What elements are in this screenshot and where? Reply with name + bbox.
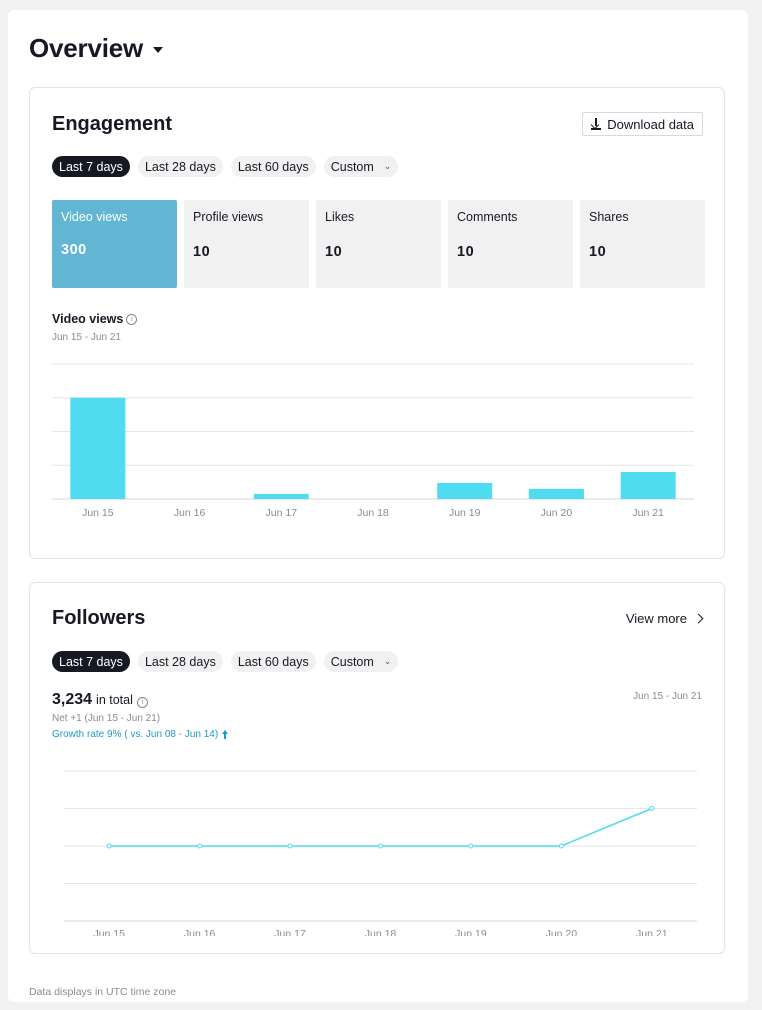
metric-label: Comments (457, 210, 518, 224)
engagement-card: Engagement Download data Last 7 days Las… (29, 87, 725, 559)
followers-net: Net +1 (Jun 15 - Jun 21) (52, 713, 161, 724)
view-more-link[interactable]: View more (625, 611, 704, 626)
followers-range-last-60-days[interactable]: Last 60 days (230, 651, 316, 672)
chevron-down-icon: ⌄ (383, 656, 392, 666)
metric-label: Likes (325, 210, 355, 224)
metric-video-views[interactable]: Video views 300 (52, 200, 177, 288)
bar-jun-21 (620, 472, 676, 499)
metric-tiles: Video views 300 Profile views 10 Likes 1… (52, 200, 705, 288)
range-label: Last 60 days (237, 654, 309, 669)
followers-date-range: Jun 15 - Jun 21 (633, 691, 702, 702)
overview-dropdown[interactable]: Overview (29, 32, 164, 64)
chevron-right-icon (693, 613, 704, 624)
point-jun-20 (558, 843, 564, 849)
range-label: Custom (330, 654, 374, 669)
x-tick-label: Jun 16 (174, 507, 206, 519)
bar-jun-19 (437, 482, 493, 499)
bar-jun-20 (528, 488, 584, 499)
followers-range-last-28-days[interactable]: Last 28 days (137, 651, 223, 672)
range-label: Last 60 days (237, 159, 309, 174)
download-data-button[interactable]: Download data (582, 112, 703, 136)
bar-jun-17 (253, 493, 309, 499)
view-more-label: View more (625, 611, 687, 626)
followers-range-selector: Last 7 days Last 28 days Last 60 days Cu… (52, 651, 399, 672)
metric-value: 10 (457, 244, 475, 260)
x-tick-label: Jun 21 (636, 928, 668, 936)
arrow-up-icon (222, 730, 229, 739)
followers-total-value: 3,234 (52, 691, 93, 708)
x-tick-label: Jun 15 (82, 507, 114, 519)
range-label: Last 7 days (59, 159, 123, 174)
page-title: Overview (29, 32, 144, 63)
followers-title: Followers (52, 607, 146, 629)
metric-likes[interactable]: Likes 10 (316, 200, 441, 288)
metric-value: 300 (61, 242, 87, 258)
metric-comments[interactable]: Comments 10 (448, 200, 573, 288)
x-tick-label: Jun 17 (274, 928, 306, 936)
followers-range-last-7-days[interactable]: Last 7 days (52, 651, 130, 672)
bar-jun-15 (70, 397, 126, 499)
followers-range-custom[interactable]: Custom ⌄ (323, 651, 399, 672)
metric-profile-views[interactable]: Profile views 10 (184, 200, 309, 288)
followers-growth-rate: Growth rate 9% ( vs. Jun 08 - Jun 14) (52, 729, 229, 740)
x-tick-label: Jun 18 (365, 928, 397, 936)
point-jun-17 (287, 843, 293, 849)
followers-total-label: in total (96, 693, 133, 707)
overview-page: Overview Engagement Download data Last 7… (8, 10, 748, 1002)
followers-total: 3,234 in total i (52, 691, 148, 709)
x-tick-label: Jun 19 (449, 507, 481, 519)
point-jun-18 (378, 843, 383, 849)
x-tick-label: Jun 18 (357, 507, 389, 519)
info-icon[interactable]: i (136, 697, 148, 708)
x-tick-label: Jun 20 (546, 928, 578, 936)
engagement-title: Engagement (52, 113, 173, 135)
engagement-range-last-7-days[interactable]: Last 7 days (52, 156, 130, 177)
engagement-range-selector: Last 7 days Last 28 days Last 60 days Cu… (52, 156, 399, 177)
range-label: Last 28 days (144, 159, 216, 174)
point-jun-15 (106, 843, 112, 849)
x-tick-label: Jun 16 (184, 928, 216, 936)
chevron-down-icon: ⌄ (383, 161, 392, 171)
video-views-date-range: Jun 15 - Jun 21 (52, 332, 121, 343)
info-icon[interactable]: i (126, 313, 138, 325)
caret-down-icon (153, 46, 164, 53)
video-views-bar-chart: Jun 15 Jun 16 Jun 17 Jun 18 Jun 19 Jun 20 Jun … (52, 363, 694, 519)
metric-label: Shares (589, 210, 629, 224)
x-tick-label: Jun 20 (541, 507, 573, 519)
x-tick-label: Jun 17 (266, 507, 298, 519)
engagement-range-last-60-days[interactable]: Last 60 days (230, 156, 316, 177)
point-jun-21 (649, 806, 655, 811)
x-tick-label: Jun 19 (455, 928, 487, 936)
engagement-range-custom[interactable]: Custom ⌄ (323, 156, 399, 177)
metric-label: Profile views (193, 210, 264, 224)
download-data-label: Download data (607, 116, 694, 132)
metric-value: 10 (325, 244, 343, 260)
point-jun-19 (468, 843, 474, 849)
range-label: Last 7 days (59, 654, 123, 669)
engagement-range-last-28-days[interactable]: Last 28 days (137, 156, 223, 177)
followers-card: Followers View more Last 7 days Last 28 … (29, 582, 725, 954)
video-views-chart-title: Video views i (52, 312, 138, 326)
metric-label: Video views (61, 210, 128, 224)
point-jun-16 (197, 843, 203, 849)
metric-value: 10 (193, 244, 211, 260)
range-label: Last 28 days (144, 654, 216, 669)
followers-line-chart: Jun 15 Jun 16 Jun 17 Jun 18 Jun 19 Jun 20 Jun … (64, 770, 697, 936)
chart-title-label: Video views (52, 312, 124, 326)
x-tick-label: Jun 21 (632, 507, 664, 519)
growth-label: Growth rate 9% ( vs. Jun 08 - Jun 14) (52, 729, 219, 740)
metric-value: 10 (589, 244, 607, 260)
followers-series-line (109, 807, 653, 847)
metric-shares[interactable]: Shares 10 (580, 200, 705, 288)
timezone-note: Data displays in UTC time zone (29, 986, 177, 998)
range-label: Custom (330, 159, 374, 174)
download-icon (591, 118, 602, 130)
x-tick-label: Jun 15 (93, 928, 125, 936)
